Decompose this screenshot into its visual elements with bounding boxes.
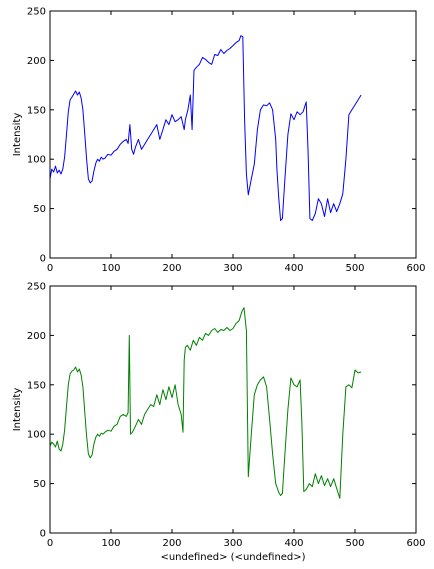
y-tick-label: 250: [27, 7, 46, 18]
bottom-chart-panel: 0 100 200 300 400 500 600 0 50 100 150 200 250 Intens…: [12, 282, 426, 564]
y-tick-label: 50: [33, 204, 46, 215]
x-tick-label: 100: [101, 263, 120, 274]
x-tick-label: 300: [223, 538, 242, 549]
y-tick-label: 50: [33, 479, 46, 490]
x-tick-label: 400: [284, 538, 303, 549]
y-tick-label: 0: [40, 529, 46, 540]
series-line-1: [49, 35, 362, 221]
x-tick-label: 600: [406, 263, 425, 274]
x-axis-label: <undefined> (<undefined>): [160, 552, 305, 563]
y-tick-label: 200: [27, 56, 46, 67]
y-axis-label: Intensity: [12, 388, 23, 432]
top-chart-panel: 0 100 200 300 400 500 600 0 50 100 150 200 250 Intens…: [12, 7, 426, 275]
plot-frame: [49, 10, 417, 259]
x-tick-label: 600: [406, 538, 425, 549]
x-tick-label: 300: [223, 263, 242, 274]
y-tick-label: 0: [40, 254, 46, 265]
x-tick-label: 0: [47, 263, 53, 274]
y-tick-label: 200: [27, 331, 46, 342]
x-tick-label: 500: [345, 263, 364, 274]
series-line-1: [49, 307, 362, 499]
y-tick-label: 150: [27, 105, 46, 116]
x-tick-label: 0: [47, 538, 53, 549]
y-tick-label: 100: [27, 430, 46, 441]
y-tick-label: 250: [27, 282, 46, 293]
x-tick-label: 200: [162, 263, 181, 274]
y-tick-label: 150: [27, 380, 46, 391]
x-tick-label: 100: [101, 538, 120, 549]
x-tick-label: 200: [162, 538, 181, 549]
x-tick-label: 500: [345, 538, 364, 549]
x-tick-label: 400: [284, 263, 303, 274]
plot-frame: [49, 285, 417, 534]
y-tick-label: 100: [27, 155, 46, 166]
y-axis-label: Intensity: [12, 113, 23, 157]
